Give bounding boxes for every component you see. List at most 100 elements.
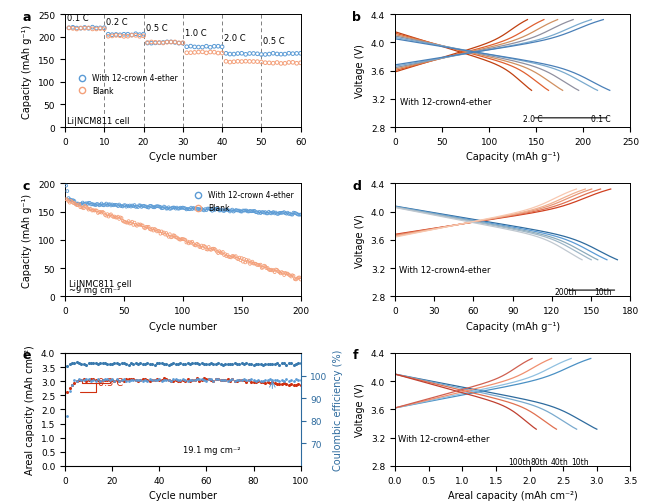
Point: [99, 202, 109, 210]
Point: [192, 375, 202, 383]
Point: [93, 360, 103, 368]
Point: [135, 359, 146, 367]
Point: [111, 32, 122, 40]
Point: [211, 375, 221, 383]
Point: [190, 205, 201, 213]
Point: [285, 210, 295, 218]
Point: [170, 204, 180, 212]
Point: [67, 359, 77, 367]
Point: [276, 270, 286, 278]
Point: [274, 209, 285, 217]
Point: [188, 240, 199, 248]
Point: [166, 377, 176, 385]
Point: [103, 201, 114, 209]
Point: [203, 375, 214, 383]
Point: [76, 376, 86, 384]
Point: [272, 60, 282, 68]
Point: [279, 377, 289, 385]
Point: [64, 199, 75, 207]
Point: [276, 60, 286, 68]
Point: [244, 208, 254, 216]
Point: [187, 376, 198, 384]
Point: [105, 211, 115, 219]
Point: [222, 206, 233, 214]
Point: [170, 232, 180, 240]
Point: [177, 40, 188, 48]
Point: [98, 359, 108, 367]
Point: [150, 376, 160, 384]
Point: [119, 202, 129, 210]
X-axis label: Cycle number: Cycle number: [149, 490, 217, 500]
Point: [172, 204, 182, 212]
Point: [286, 380, 296, 388]
Point: [159, 203, 169, 211]
Point: [291, 276, 301, 284]
Point: [205, 49, 216, 57]
Point: [241, 377, 252, 385]
Point: [99, 26, 109, 34]
Point: [181, 44, 192, 52]
Point: [150, 39, 161, 47]
Point: [121, 219, 131, 227]
Point: [215, 361, 226, 369]
Point: [142, 223, 153, 231]
Point: [164, 376, 174, 384]
Point: [116, 360, 127, 368]
Point: [126, 376, 136, 384]
Point: [234, 360, 244, 368]
Point: [93, 201, 103, 209]
Point: [109, 201, 120, 209]
Point: [206, 375, 216, 383]
Point: [260, 60, 270, 68]
Point: [76, 376, 86, 384]
Point: [287, 211, 298, 219]
Point: [150, 376, 160, 384]
Point: [116, 376, 127, 384]
Point: [276, 359, 287, 367]
Point: [105, 201, 115, 209]
Text: f: f: [352, 349, 358, 362]
Point: [83, 199, 94, 207]
Legend: With 12-crown 4-ether, Blank: With 12-crown 4-ether, Blank: [187, 188, 297, 216]
Point: [289, 377, 299, 385]
Point: [82, 201, 92, 209]
Point: [272, 210, 282, 218]
Point: [170, 39, 180, 47]
Point: [112, 376, 122, 384]
Point: [287, 51, 298, 59]
Point: [215, 376, 226, 384]
Point: [144, 360, 155, 368]
Point: [135, 376, 146, 384]
Point: [132, 222, 142, 230]
Point: [116, 214, 127, 222]
Point: [176, 204, 186, 212]
Point: [105, 360, 115, 368]
Point: [267, 360, 278, 368]
Point: [159, 376, 169, 384]
Text: 40th: 40th: [551, 457, 569, 466]
Point: [100, 201, 110, 209]
Point: [133, 377, 143, 385]
Point: [183, 206, 194, 214]
Point: [202, 246, 213, 254]
Point: [138, 224, 149, 232]
Point: [186, 204, 196, 212]
Point: [232, 361, 242, 369]
Point: [72, 26, 82, 34]
Point: [123, 33, 133, 41]
Point: [84, 199, 95, 207]
Point: [146, 226, 156, 234]
Point: [166, 39, 176, 47]
Point: [89, 201, 99, 209]
Point: [281, 270, 292, 278]
Point: [202, 377, 212, 385]
Point: [120, 218, 130, 226]
Point: [274, 377, 285, 385]
Point: [92, 200, 102, 208]
Point: [209, 49, 220, 57]
Point: [185, 377, 195, 385]
Point: [83, 359, 94, 367]
Point: [114, 215, 124, 223]
Point: [162, 39, 172, 47]
Point: [295, 381, 306, 389]
